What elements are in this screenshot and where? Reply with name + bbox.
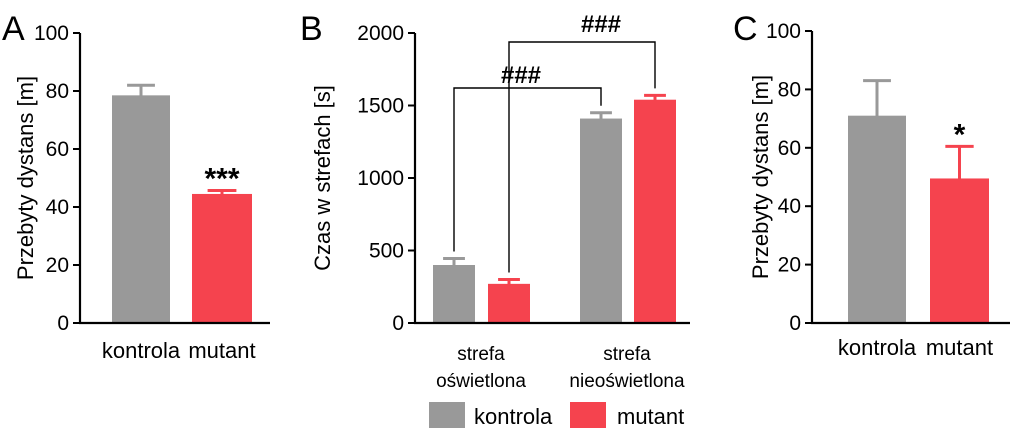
legend-swatch-kontrola <box>429 402 465 428</box>
panel-a: kontrola mutant *** 0 20 40 60 80 100 Przebyty dy… <box>2 10 270 363</box>
panel-c-category-label: mutant <box>926 335 993 360</box>
panel-b-y-tick-label: 1000 <box>357 167 404 190</box>
panel-c-significance-label: * <box>954 118 966 151</box>
panel-b-bar-mutant <box>488 283 530 323</box>
panel-b-bracket-mutant <box>508 41 656 273</box>
panel-b-y-tick-label: 2000 <box>357 22 404 45</box>
panel-a-y-tick-label: 80 <box>46 80 69 103</box>
panel-b-group-label: oświetlona <box>436 371 526 392</box>
panel-a-significance-label: *** <box>204 162 239 195</box>
panel-c-y-tick-label: 60 <box>778 137 801 160</box>
panel-b-bar-mutant <box>634 99 676 323</box>
panel-a-y-axis-label: Przebyty dystans [m] <box>13 76 38 280</box>
panel-a-panel-letter: A <box>2 10 25 48</box>
panel-c-bar-mutant <box>930 178 989 323</box>
panel-b-y-axis-label: Czas w strefach [s] <box>310 85 335 271</box>
panel-b-bar-kontrola <box>580 118 622 323</box>
panel-b-group-label: strefa <box>603 344 651 365</box>
panel-b-panel-letter: B <box>300 10 323 48</box>
panel-c: kontrola mutant * 0 20 40 60 80 100 Przebyty dyst… <box>733 10 1010 360</box>
panel-c-bar-kontrola <box>848 115 906 324</box>
panel-b-y-tick-label: 500 <box>369 240 404 263</box>
panel-a-bar-kontrola <box>112 95 170 323</box>
panel-a-y-tick-label: 60 <box>46 138 69 161</box>
panel-a-y-tick-label: 20 <box>46 254 69 277</box>
panel-a-y-tick-label: 100 <box>34 22 69 45</box>
legend-label-mutant: mutant <box>617 404 684 429</box>
legend-label-kontrola: kontrola <box>474 404 553 429</box>
panel-c-y-tick-label: 0 <box>789 312 801 335</box>
panel-c-y-tick-label: 40 <box>778 195 801 218</box>
legend-swatch-mutant <box>570 402 606 428</box>
panel-a-y-tick-label: 40 <box>46 196 69 219</box>
panel-b-significance-label: ### <box>581 11 621 38</box>
panel-a-category-label: kontrola <box>102 338 181 363</box>
panel-c-category-label: kontrola <box>838 335 917 360</box>
legend: kontrola mutant <box>429 402 684 429</box>
panel-b-y-tick-label: 0 <box>392 312 404 335</box>
panel-c-y-tick-label: 80 <box>778 78 801 101</box>
panel-b: strefa oświetlona strefa nieoświetlona ### ##… <box>300 10 690 392</box>
panel-b-group-label: nieoświetlona <box>569 371 685 392</box>
panel-a-bar-mutant <box>192 193 252 323</box>
panel-b-y-tick-label: 1500 <box>357 95 404 118</box>
panel-c-y-tick-label: 100 <box>766 20 801 43</box>
panel-c-y-axis-label: Przebyty dystans [m] <box>748 75 773 279</box>
panel-b-group-label: strefa <box>457 344 505 365</box>
panel-a-y-tick-label: 0 <box>57 312 69 335</box>
panel-c-y-tick-label: 20 <box>778 254 801 277</box>
panel-b-bracket-kontrola <box>453 87 602 252</box>
panel-b-significance-label: ### <box>501 62 541 89</box>
panel-c-panel-letter: C <box>733 10 758 48</box>
panel-b-bar-kontrola <box>433 265 475 323</box>
panel-a-category-label: mutant <box>188 338 255 363</box>
